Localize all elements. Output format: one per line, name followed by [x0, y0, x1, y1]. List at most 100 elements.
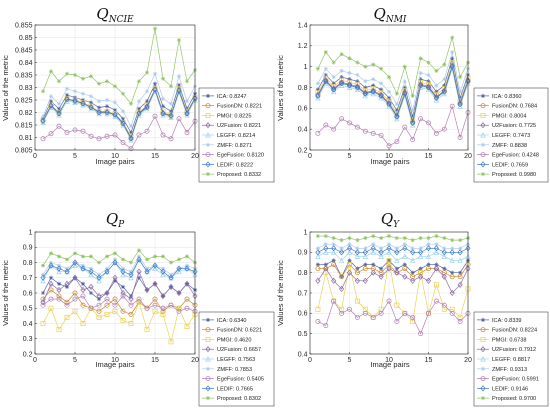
data-point	[120, 116, 126, 121]
legend-label: FusionDN: 0.8224	[492, 328, 537, 334]
data-point	[371, 233, 376, 239]
legend-swatch-marker	[480, 366, 486, 371]
y-tick-label: 0.2	[298, 147, 308, 154]
data-point	[40, 117, 46, 124]
data-point	[410, 246, 415, 251]
data-point	[410, 257, 416, 263]
x-tick-label: 20	[191, 357, 199, 364]
legend-swatch-marker	[205, 112, 211, 118]
data-point	[442, 246, 447, 251]
legend-swatch-marker	[205, 376, 211, 382]
data-point	[441, 126, 447, 132]
data-point	[176, 87, 182, 94]
legend-label: FusionDN: 0.7684	[492, 104, 537, 110]
data-point	[450, 238, 455, 243]
data-point	[339, 310, 345, 316]
x-tick-label: 5	[73, 153, 77, 160]
data-point	[347, 56, 352, 61]
data-point	[72, 296, 78, 302]
data-point	[371, 242, 376, 247]
data-point	[402, 64, 407, 69]
data-point	[104, 296, 110, 302]
data-point	[434, 68, 439, 73]
data-point	[362, 266, 368, 272]
data-point	[112, 302, 118, 308]
data-point	[331, 74, 336, 80]
data-point	[72, 127, 78, 133]
data-point	[331, 126, 337, 132]
data-point	[144, 268, 150, 275]
data-point	[128, 135, 134, 142]
legend-item: ICA: 0.8360	[477, 93, 522, 100]
data-point	[394, 266, 399, 271]
legend-swatch-marker	[205, 93, 211, 98]
legend-label: U2Fusion: 0.7912	[492, 347, 536, 353]
data-point	[184, 79, 190, 84]
legend-swatch-marker	[205, 336, 211, 342]
legend-label: ZMFF: 0.7853	[217, 367, 252, 373]
data-point	[48, 102, 54, 109]
data-point	[371, 83, 376, 88]
legend-swatch-marker	[480, 93, 486, 98]
data-point	[323, 249, 329, 255]
chart-panel: 0.2 0.4 0.6 0.8 1 1.2 1.4 0 5 10 15 20 Image pairs Va…	[276, 5, 549, 183]
data-point	[457, 281, 463, 288]
legend-item: ICA: 0.8247	[202, 93, 247, 100]
legend: ICA: 0.8360 FusionDN: 0.7684 PMGI: 0.8004 U…	[473, 87, 549, 183]
data-point	[160, 305, 166, 311]
data-point	[176, 74, 182, 79]
legend-item: U2Fusion: 0.7912	[477, 346, 536, 353]
data-point	[323, 323, 329, 328]
data-point	[184, 296, 190, 302]
data-point	[56, 106, 62, 111]
data-point	[136, 106, 142, 111]
data-point	[112, 84, 118, 89]
data-point	[184, 305, 190, 311]
data-point	[168, 272, 174, 277]
data-point	[160, 308, 166, 314]
data-point	[331, 245, 337, 252]
data-point	[418, 273, 424, 280]
data-point	[104, 104, 110, 109]
legend-item: EgeFusion: 0.8120	[202, 152, 264, 159]
data-point	[64, 92, 70, 98]
legend-item: LEGFF: 0.8817	[477, 356, 530, 363]
data-point	[96, 99, 102, 104]
chart-panel: 0.805 0.81 0.815 0.82 0.825 0.83 0.835 0.84 0.84…	[1, 5, 275, 183]
legend-item: PMGI: 0.6738	[477, 336, 527, 343]
legend-swatch-marker	[480, 152, 486, 158]
data-point	[104, 302, 110, 308]
data-point	[363, 85, 368, 90]
data-point	[48, 99, 54, 104]
data-point	[184, 265, 190, 272]
data-point	[346, 269, 353, 276]
data-point	[120, 308, 126, 314]
data-point	[323, 77, 329, 84]
series-0	[40, 81, 198, 135]
series-line	[317, 260, 469, 323]
data-point	[457, 101, 463, 108]
data-point	[331, 86, 337, 93]
data-point	[104, 109, 110, 116]
y-tick-label: 1.2	[298, 43, 308, 50]
legend-label: LEGFF: 0.7563	[217, 357, 255, 363]
legend-label: Proposed: 0.9980	[492, 172, 536, 178]
legend-swatch-marker	[205, 142, 211, 147]
data-point	[184, 254, 190, 259]
data-point	[128, 293, 134, 299]
data-point	[426, 266, 431, 272]
y-tick-label: 0.825	[15, 97, 33, 104]
legend-item: LEDIF: 0.9146	[477, 385, 528, 392]
data-point	[418, 70, 423, 76]
data-point	[184, 99, 190, 104]
data-point	[331, 88, 337, 95]
data-point	[315, 262, 320, 267]
data-point	[410, 137, 416, 143]
data-point	[128, 271, 134, 278]
data-point	[56, 263, 62, 268]
data-point	[346, 84, 353, 90]
data-point	[386, 101, 392, 108]
data-point	[458, 238, 463, 243]
legend-swatch-marker	[205, 103, 211, 109]
legend-swatch-marker	[480, 336, 486, 342]
